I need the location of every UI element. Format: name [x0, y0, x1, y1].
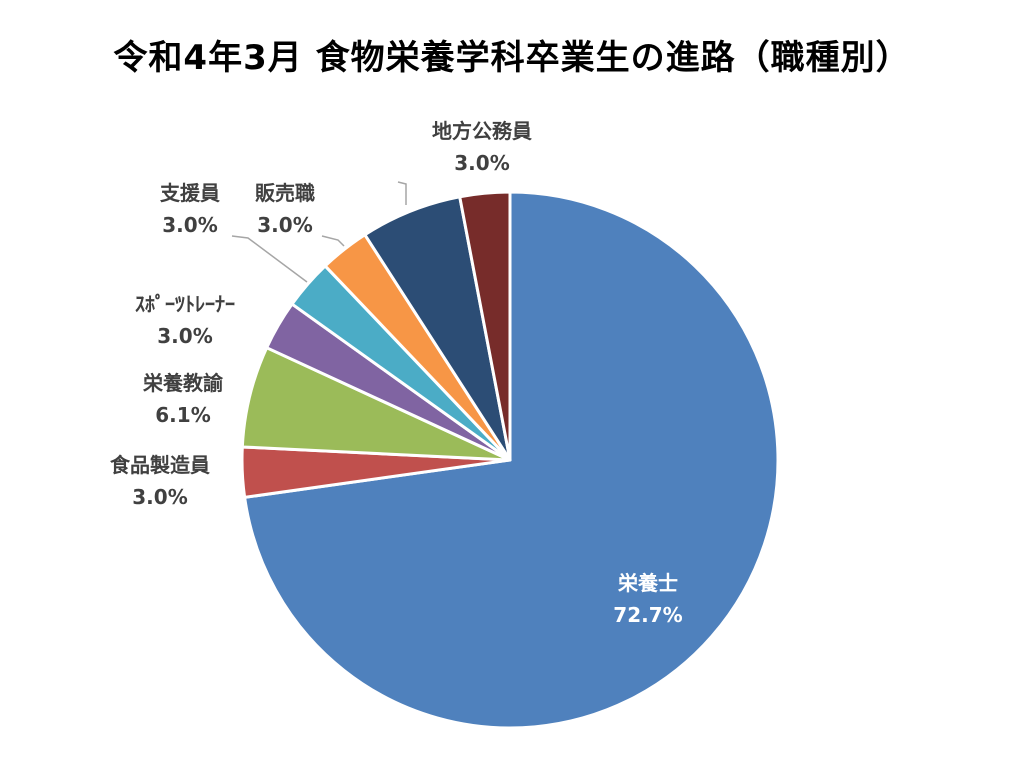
- pie-labels: 栄養士72.7%食品製造員3.0%栄養教諭6.1%ｽﾎﾟｰﾂﾄﾚｰﾅｰ3.0%支…: [110, 119, 683, 627]
- data-label: 食品製造員 3.0%: [110, 453, 210, 509]
- chart-title: 令和4年3月 食物栄養学科卒業生の進路（職種別）: [113, 38, 911, 78]
- data-label-percent: 3.0%: [454, 151, 509, 175]
- data-label-percent: 3.0%: [132, 485, 187, 509]
- data-label: 販売職 3.0%: [255, 181, 315, 237]
- data-label-percent: 6.1%: [155, 403, 210, 427]
- data-label-percent: 3.0%: [257, 213, 312, 237]
- data-label-name: 支援員: [160, 181, 220, 205]
- data-label-name: 食品製造員: [110, 453, 210, 477]
- data-label-percent: 3.0%: [157, 324, 212, 348]
- data-label-percent: 3.0%: [162, 213, 217, 237]
- data-label-name: ｽﾎﾟｰﾂﾄﾚｰﾅｰ: [135, 292, 235, 316]
- pie-slices: [240, 190, 780, 730]
- data-label: ｽﾎﾟｰﾂﾄﾚｰﾅｰ 3.0%: [135, 292, 235, 348]
- data-label: 支援員 3.0%: [160, 181, 220, 237]
- pie-slice: [458, 190, 512, 462]
- data-label-name: 栄養教諭: [142, 371, 224, 395]
- data-label-name: 販売職: [255, 181, 315, 205]
- data-label: 地方公務員 3.0%: [432, 119, 532, 175]
- data-label-name: 栄養士: [617, 571, 678, 595]
- data-label: 栄養教諭 6.1%: [142, 371, 224, 427]
- data-label: 栄養士 72.7%: [613, 571, 682, 627]
- data-label-percent: 72.7%: [613, 603, 682, 627]
- leader-line: [231, 235, 308, 283]
- data-label-name: 地方公務員: [432, 119, 532, 143]
- leader-line: [397, 181, 407, 205]
- leader-line: [321, 235, 345, 247]
